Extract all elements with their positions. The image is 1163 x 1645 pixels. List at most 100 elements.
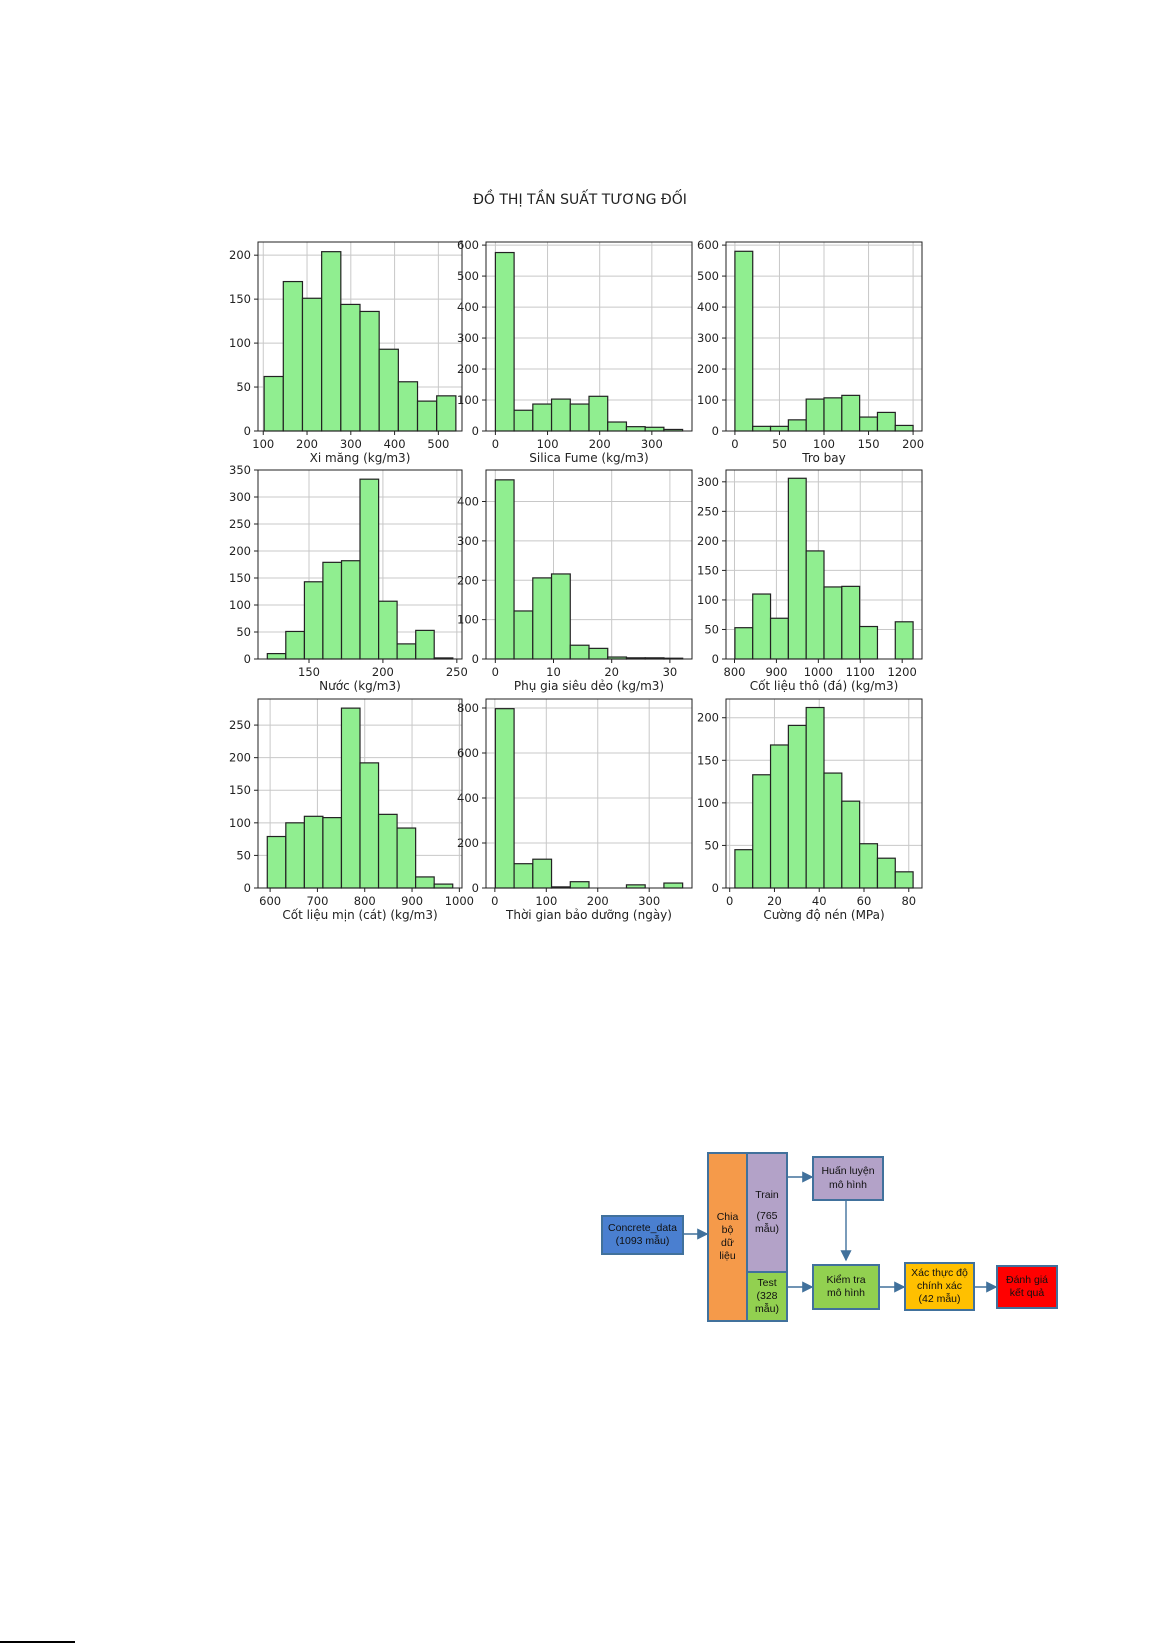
x-tick-label: 300 [641,437,663,451]
x-tick-label: 30 [663,665,678,679]
y-tick-label: 50 [236,848,251,862]
histogram-bar [263,375,284,432]
histogram-bar [894,871,914,889]
x-tick-label: 250 [446,665,468,679]
flow-arrows [684,1171,998,1293]
y-tick-label: 300 [229,490,251,504]
histogram-bar [397,381,419,432]
y-tick-label: 600 [697,238,719,252]
y-tick-label: 600 [457,746,479,760]
histogram-bar [340,303,361,432]
y-tick-label: 300 [457,331,479,345]
histogram-bar [841,585,861,660]
x-tick-label: 600 [259,894,281,908]
histogram-bar [494,708,515,889]
y-tick-label: 250 [229,718,251,732]
plot-frame [257,698,463,889]
x-tick-label: 0 [492,665,499,679]
histogram-bar [359,310,380,432]
histogram-bar [513,610,534,660]
histogram-bar [321,251,342,432]
histogram-panel-3: 0 50 100 150 200 0 100 200 300 400 500 600 Tro bay [697,238,924,465]
x-axis-label: Cường độ nén (MPa) [763,908,884,922]
histogram-bar [823,772,843,889]
evaluation-line-2: kết quả [1009,1287,1045,1299]
histogram-bar [322,561,343,660]
histogram-panel-8: 0 100 200 300 0 200 400 600 800 Thời gian bảo dưỡ… [457,698,693,922]
x-tick-label: 0 [492,437,499,451]
x-tick-label: 100 [252,437,274,451]
plot-frame [485,698,693,889]
histogram-figure: ĐỒ THỊ TẦN SUẤT TƯƠNG ĐỐI 100 200 300 400 50… [229,189,924,922]
y-tick-label: 500 [457,269,479,283]
x-axis-label: Cốt liệu mịn (cát) (kg/m3) [282,908,437,922]
y-tick-label: 200 [697,711,719,725]
x-tick-label: 300 [340,437,362,451]
y-tick-label: 100 [697,393,719,407]
histogram-bar [752,593,772,660]
y-tick-label: 100 [697,796,719,810]
histogram-panel-7: 600 700 800 900 1000 0 50 100 150 200 250 Cốt liệu … [229,698,474,922]
y-tick-label: 250 [697,504,719,518]
histogram-bar [532,577,553,660]
x-tick-label: 20 [604,665,619,679]
histogram-bar [494,251,515,432]
y-tick-label: 100 [457,613,479,627]
y-tick-label: 200 [457,836,479,850]
y-tick-label: 0 [244,652,251,666]
y-tick-label: 150 [229,571,251,585]
y-tick-label: 0 [712,424,719,438]
histogram-bar [805,550,825,660]
x-tick-label: 50 [772,437,787,451]
test-model-line-2: mô hình [827,1287,865,1299]
x-axis-label: Nước (kg/m3) [319,679,401,693]
y-tick-label: 300 [697,331,719,345]
test-set-box: Test (328 mẫu) [746,1271,788,1322]
histogram-bar [532,403,553,432]
y-tick-label: 0 [712,652,719,666]
test-set-label: Test [757,1276,777,1289]
x-tick-label: 100 [813,437,835,451]
figure-title: ĐỒ THỊ TẦN SUẤT TƯƠNG ĐỐI [473,189,687,208]
histogram-bar [734,627,754,660]
test-set-count: (328 [756,1289,778,1302]
x-tick-label: 20 [767,894,782,908]
y-tick-label: 200 [697,362,719,376]
y-tick-label: 50 [236,380,251,394]
x-axis-label: Phụ gia siêu dẻo (kg/m3) [514,679,664,693]
histogram-bar [433,883,454,889]
y-tick-label: 150 [229,783,251,797]
concrete-data-count: (1093 mẫu) [615,1235,670,1247]
histogram-bar [569,403,590,432]
y-tick-label: 150 [697,563,719,577]
train-model-line-1: Huấn luyện [821,1165,875,1178]
histogram-bar [436,395,457,432]
x-tick-label: 800 [354,894,376,908]
x-tick-label: 800 [724,665,746,679]
y-tick-label: 250 [229,517,251,531]
histogram-bar [769,425,789,432]
histogram-bar [894,621,914,660]
y-tick-label: 100 [697,593,719,607]
y-tick-label: 0 [244,881,251,895]
y-tick-label: 150 [229,292,251,306]
histogram-bar [769,744,789,889]
histogram-bar [607,421,628,432]
x-tick-label: 100 [535,894,557,908]
histogram-bar [378,600,398,660]
histogram-bar [282,280,304,432]
histogram-bar [588,395,609,432]
y-tick-label: 350 [229,463,251,477]
y-tick-label: 200 [457,573,479,587]
histogram-bar [550,398,571,432]
x-tick-label: 1200 [888,665,917,679]
x-tick-label: 1000 [804,665,833,679]
histogram-bar [415,629,435,660]
histogram-panel-9: 0 20 40 60 80 0 50 100 150 200 Cường độ nén (MPa) [697,698,923,922]
y-tick-label: 100 [457,393,479,407]
evaluation-line-1: Đánh giá [1005,1273,1049,1286]
y-tick-label: 150 [697,753,719,767]
histogram-panel-4: 150 200 250 0 50 100 150 200 250 300 350 Nước (kg/m… [229,463,468,693]
histogram-bar [266,835,287,889]
